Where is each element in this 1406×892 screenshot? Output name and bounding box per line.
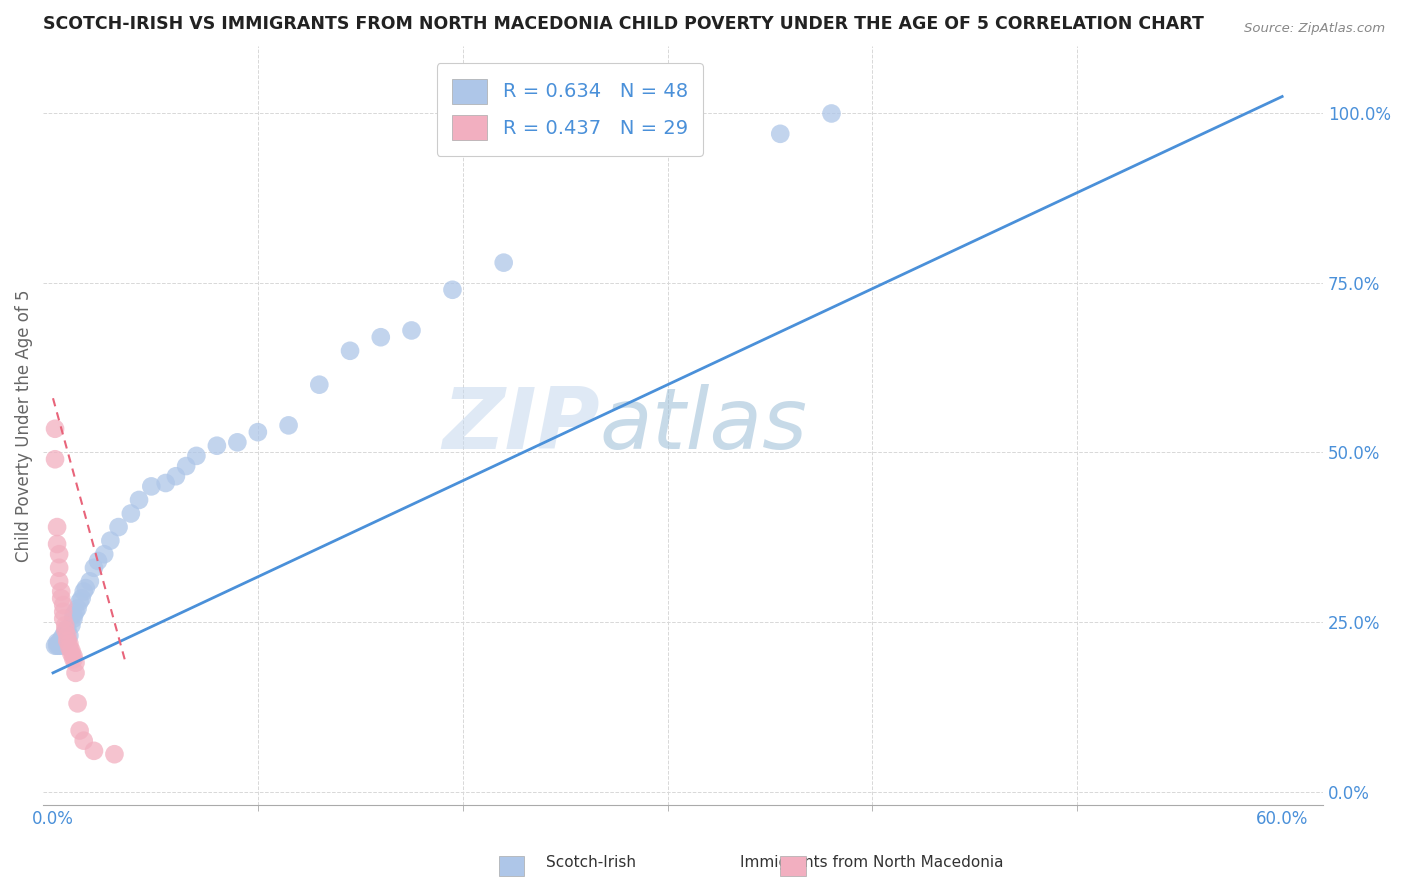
- Point: [48, 639, 70, 653]
- Point: [441, 283, 464, 297]
- Point: [52, 598, 75, 612]
- Point: [93, 547, 115, 561]
- Point: [70, 591, 93, 606]
- Point: [73, 733, 96, 747]
- Point: [51, 584, 73, 599]
- Point: [56, 629, 79, 643]
- Point: [226, 435, 249, 450]
- Point: [62, 652, 84, 666]
- Point: [53, 625, 76, 640]
- Point: [46, 639, 69, 653]
- Text: SCOTCH-IRISH VS IMMIGRANTS FROM NORTH MACEDONIA CHILD POVERTY UNDER THE AGE OF 5: SCOTCH-IRISH VS IMMIGRANTS FROM NORTH MA…: [42, 15, 1204, 33]
- Point: [65, 605, 87, 619]
- Point: [53, 623, 76, 637]
- Point: [128, 492, 150, 507]
- Point: [205, 439, 228, 453]
- Point: [339, 343, 361, 358]
- Point: [52, 635, 75, 649]
- Point: [53, 618, 76, 632]
- Point: [107, 520, 129, 534]
- Point: [174, 458, 197, 473]
- Point: [65, 665, 87, 680]
- Point: [103, 747, 125, 762]
- Point: [58, 640, 80, 655]
- Point: [66, 697, 89, 711]
- Point: [820, 106, 842, 120]
- Point: [66, 601, 89, 615]
- Point: [48, 561, 70, 575]
- Point: [62, 648, 84, 663]
- Point: [56, 634, 79, 648]
- Point: [83, 561, 105, 575]
- Point: [46, 520, 69, 534]
- Point: [141, 479, 163, 493]
- Text: Source: ZipAtlas.com: Source: ZipAtlas.com: [1244, 22, 1385, 36]
- Point: [44, 639, 66, 653]
- Point: [75, 581, 97, 595]
- Point: [69, 723, 91, 738]
- Point: [60, 618, 83, 632]
- Point: [60, 647, 83, 661]
- Point: [370, 330, 392, 344]
- Point: [308, 377, 330, 392]
- Point: [62, 608, 84, 623]
- Point: [48, 574, 70, 589]
- Point: [51, 591, 73, 606]
- Point: [120, 507, 142, 521]
- Point: [401, 323, 423, 337]
- Point: [73, 584, 96, 599]
- Point: [51, 639, 73, 653]
- Point: [48, 547, 70, 561]
- Point: [48, 635, 70, 649]
- Point: [53, 632, 76, 646]
- Point: [52, 605, 75, 619]
- Point: [56, 632, 79, 646]
- Text: atlas: atlas: [600, 384, 807, 467]
- Point: [46, 635, 69, 649]
- Point: [155, 475, 177, 490]
- Point: [87, 554, 110, 568]
- Point: [769, 127, 792, 141]
- Point: [277, 418, 299, 433]
- Text: Scotch-Irish: Scotch-Irish: [546, 855, 636, 870]
- Point: [98, 533, 121, 548]
- Point: [65, 656, 87, 670]
- Point: [83, 744, 105, 758]
- Point: [62, 612, 84, 626]
- Point: [52, 612, 75, 626]
- Point: [51, 632, 73, 646]
- Point: [58, 637, 80, 651]
- Text: Immigrants from North Macedonia: Immigrants from North Macedonia: [740, 855, 1004, 870]
- Text: ZIP: ZIP: [441, 384, 600, 467]
- Point: [69, 595, 91, 609]
- Legend: R = 0.634   N = 48, R = 0.437   N = 29: R = 0.634 N = 48, R = 0.437 N = 29: [437, 63, 703, 156]
- Point: [44, 422, 66, 436]
- Point: [56, 622, 79, 636]
- Point: [79, 574, 101, 589]
- Point: [46, 537, 69, 551]
- Point: [44, 452, 66, 467]
- Point: [186, 449, 208, 463]
- Point: [58, 629, 80, 643]
- Point: [246, 425, 269, 439]
- Point: [52, 629, 75, 643]
- Point: [165, 469, 187, 483]
- Y-axis label: Child Poverty Under the Age of 5: Child Poverty Under the Age of 5: [15, 289, 32, 562]
- Point: [60, 643, 83, 657]
- Point: [492, 255, 515, 269]
